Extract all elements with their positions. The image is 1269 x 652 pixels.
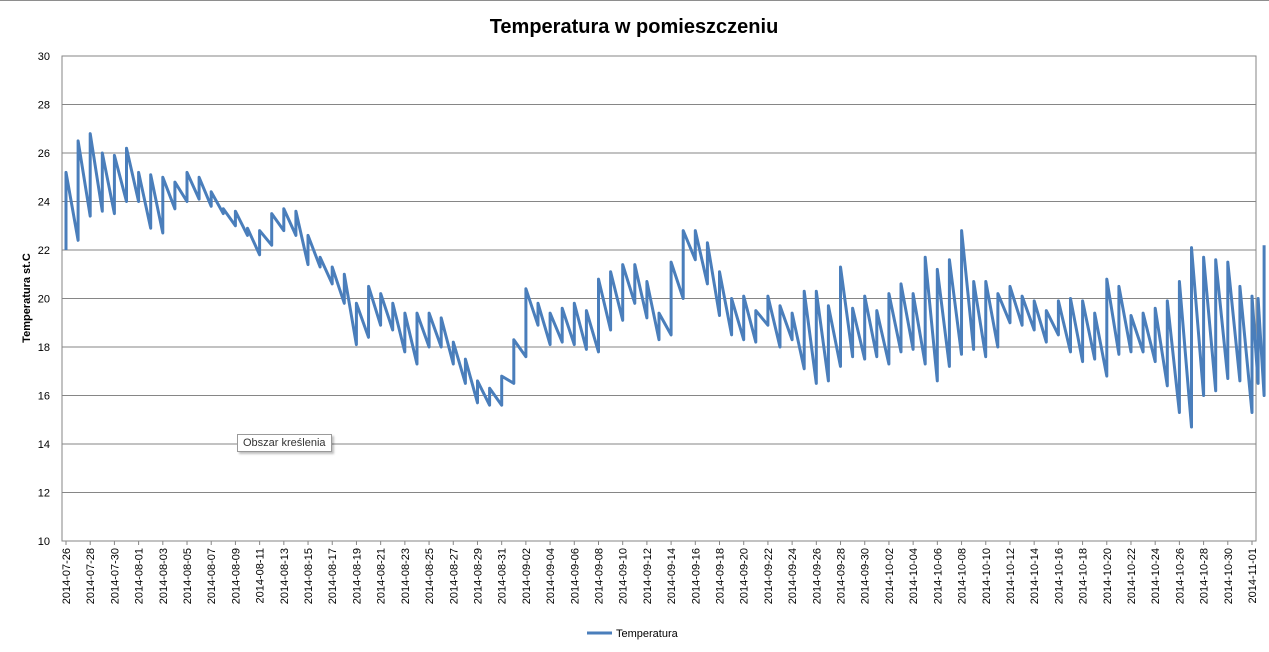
x-tick-label: 2014-09-08 [593, 548, 605, 604]
x-tick-label: 2014-10-18 [1078, 548, 1090, 604]
x-tick-label: 2014-08-21 [376, 548, 388, 604]
x-tick-label: 2014-09-04 [545, 548, 557, 604]
x-tick-label: 2014-09-12 [642, 548, 654, 604]
y-tick-label: 20 [38, 294, 50, 306]
x-tick-label: 2014-10-06 [932, 548, 944, 604]
x-tick-label: 2014-08-29 [472, 548, 484, 604]
x-tick-label: 2014-08-17 [327, 548, 339, 604]
x-tick-label: 2014-09-20 [739, 548, 751, 604]
x-tick-label: 2014-10-30 [1223, 548, 1235, 604]
chart-title: Temperatura w pomieszczeniu [490, 16, 779, 38]
x-tick-label: 2014-09-02 [521, 548, 533, 604]
y-tick-label: 26 [38, 148, 50, 160]
y-tick-label: 30 [38, 51, 50, 63]
x-tick-label: 2014-08-25 [424, 548, 436, 604]
y-tick-label: 18 [38, 342, 50, 354]
x-tick-label: 2014-10-02 [884, 548, 896, 604]
x-tick-label: 2014-09-28 [836, 548, 848, 604]
chart-border-top [0, 0, 1269, 1]
x-tick-label: 2014-08-07 [206, 548, 218, 604]
x-tick-label: 2014-10-20 [1102, 548, 1114, 604]
x-tick-label: 2014-10-14 [1029, 548, 1041, 604]
x-tick-label: 2014-08-05 [182, 548, 194, 604]
x-tick-label: 2014-07-26 [61, 548, 73, 604]
x-tick-label: 2014-08-11 [255, 548, 267, 603]
y-axis-label: Temperatura st.C [21, 253, 33, 343]
x-tick-label: 2014-10-28 [1199, 548, 1211, 604]
x-tick-label: 2014-09-26 [811, 548, 823, 604]
x-tick-label: 2014-10-26 [1174, 548, 1186, 604]
x-tick-label: 2014-08-03 [158, 548, 170, 604]
x-tick-label: 2014-11-01 [1247, 548, 1259, 603]
y-axis-ticks: 10 12 14 16 18 20 22 24 26 28 30 [38, 51, 50, 548]
x-tick-label: 2014-08-23 [400, 548, 412, 604]
x-tick-label: 2014-07-28 [85, 548, 97, 604]
x-tick-label: 2014-09-06 [569, 548, 581, 604]
x-tick-label: 2014-10-22 [1126, 548, 1138, 604]
legend-label: Temperatura [616, 628, 679, 640]
x-tick-label: 2014-10-24 [1150, 548, 1162, 604]
x-tick-label: 2014-08-01 [134, 548, 146, 604]
x-tick-label: 2014-09-30 [860, 548, 872, 604]
x-tick-label: 2014-08-31 [497, 548, 509, 604]
x-tick-label: 2014-07-30 [109, 548, 121, 604]
y-tick-label: 24 [38, 197, 50, 209]
y-tick-label: 22 [38, 245, 50, 257]
series-line-temperatura [64, 132, 1266, 429]
x-tick-label: 2014-10-08 [957, 548, 969, 604]
x-axis-ticks: 2014-07-26 2014-07-28 2014-07-30 2014-08-01… [61, 541, 1259, 604]
x-tick-label: 2014-08-27 [448, 548, 460, 604]
x-tick-label: 2014-09-18 [715, 548, 727, 604]
x-tick-label: 2014-09-14 [666, 548, 678, 604]
y-tick-label: 14 [38, 439, 50, 451]
legend: Temperatura [587, 628, 679, 640]
x-tick-label: 2014-09-22 [763, 548, 775, 604]
x-tick-label: 2014-08-15 [303, 548, 315, 604]
x-tick-label: 2014-10-12 [1005, 548, 1017, 604]
x-tick-label: 2014-10-04 [908, 548, 920, 604]
y-tick-label: 10 [38, 536, 50, 548]
x-tick-label: 2014-08-19 [351, 548, 363, 604]
x-tick-label: 2014-08-09 [230, 548, 242, 604]
x-tick-label: 2014-10-16 [1053, 548, 1065, 604]
x-tick-label: 2014-10-10 [981, 548, 993, 604]
y-tick-label: 28 [38, 100, 50, 112]
plot-area-tooltip: Obszar kreślenia [237, 434, 332, 452]
x-tick-label: 2014-09-10 [618, 548, 630, 604]
series-layer [64, 132, 1266, 429]
x-tick-label: 2014-09-16 [690, 548, 702, 604]
y-tick-label: 12 [38, 488, 50, 500]
x-tick-label: 2014-09-24 [787, 548, 799, 604]
x-tick-label: 2014-08-13 [279, 548, 291, 604]
y-tick-label: 16 [38, 391, 50, 403]
